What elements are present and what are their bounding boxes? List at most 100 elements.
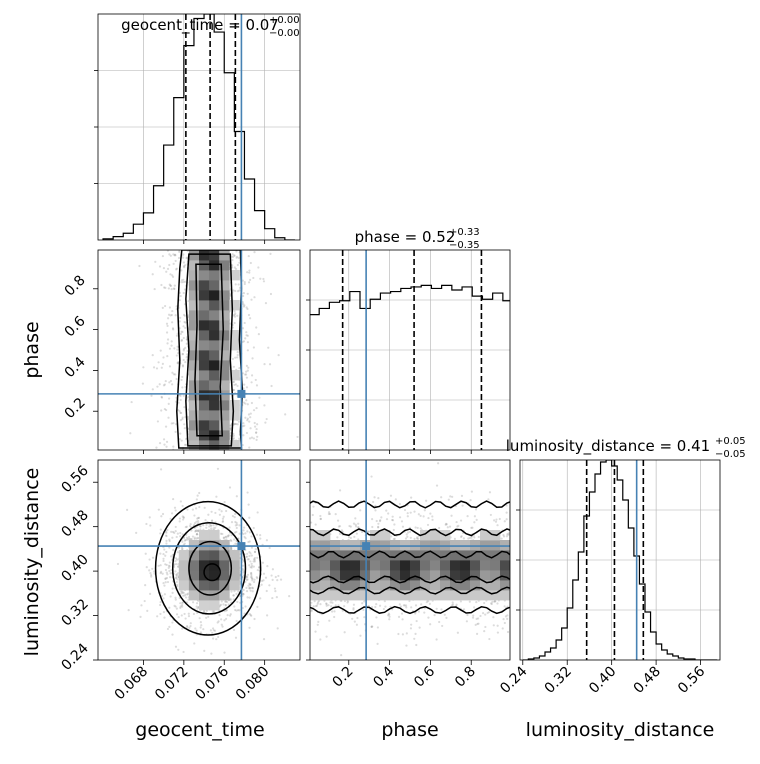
sample-point (489, 513, 492, 517)
sample-point (413, 637, 416, 640)
sample-point (249, 427, 252, 430)
sample-point (414, 612, 417, 615)
sample-point (247, 281, 251, 284)
sample-point (195, 629, 198, 632)
sample-point (177, 352, 180, 355)
density-cell (330, 580, 341, 591)
sample-point (182, 336, 185, 340)
sample-point (250, 564, 254, 567)
sample-point (455, 520, 458, 524)
sample-point (229, 424, 232, 427)
sample-point (173, 563, 176, 566)
sample-point (166, 573, 169, 576)
sample-point (167, 402, 170, 405)
contour-lum-phase-bottom-1 (310, 586, 510, 595)
sample-point (367, 530, 370, 533)
sample-point (236, 314, 239, 317)
sample-point (494, 600, 497, 603)
density-cell (500, 570, 510, 581)
sample-point (245, 578, 248, 581)
ytick-label-phase-1: 0.4 (62, 354, 89, 381)
sample-point (182, 261, 185, 264)
sample-point (316, 623, 319, 626)
sample-point (181, 533, 184, 536)
sample-point (174, 645, 178, 648)
sample-point (165, 531, 168, 534)
sample-point (173, 253, 177, 256)
sample-point (429, 512, 432, 515)
xtick-label-luminosity_distance-1: 0.32 (542, 664, 575, 697)
xtick-label-luminosity_distance-3: 0.48 (631, 664, 664, 697)
sample-point (477, 622, 480, 625)
density-cell (209, 270, 220, 281)
sample-point (264, 302, 268, 305)
sample-point (179, 500, 182, 503)
sample-point (173, 254, 176, 257)
sample-point (197, 529, 200, 532)
sample-point (116, 562, 120, 566)
sample-point (166, 338, 170, 341)
sample-point (183, 266, 186, 269)
sample-point (346, 600, 350, 603)
sample-point (250, 577, 254, 580)
sample-point (160, 396, 164, 399)
sample-point (246, 334, 249, 337)
density-cell (199, 340, 210, 351)
sample-point (248, 626, 251, 629)
sample-point (248, 278, 252, 281)
density-cell (480, 530, 491, 541)
sample-point (314, 630, 317, 633)
sample-point (259, 277, 262, 280)
sample-point (248, 446, 251, 449)
sample-point (244, 416, 247, 419)
sample-point (386, 614, 390, 617)
sample-point (238, 437, 241, 440)
sample-point (197, 516, 200, 520)
title-phase-sub: −0.35 (449, 240, 480, 251)
sample-point (444, 523, 447, 526)
sample-point (182, 516, 185, 519)
sample-point (252, 346, 255, 349)
sample-point (247, 558, 250, 561)
truth-lum-geocent (98, 460, 300, 660)
sample-point (197, 520, 200, 523)
sample-point (185, 356, 188, 359)
sample-point (177, 648, 180, 651)
sample-point (174, 430, 177, 433)
sample-point (328, 512, 332, 516)
density-cell (490, 590, 501, 601)
sample-point (185, 443, 188, 447)
sample-point (195, 498, 198, 501)
sample-point (252, 565, 255, 568)
sample-point (224, 536, 227, 539)
sample-point (250, 562, 253, 565)
sample-point (242, 422, 245, 425)
sample-point (403, 508, 407, 512)
sample-point (129, 432, 132, 435)
sample-point (246, 307, 249, 311)
sample-point (166, 528, 169, 532)
sample-point (164, 581, 167, 584)
sample-point (435, 607, 438, 610)
sample-point (167, 564, 171, 567)
sample-point (223, 619, 226, 622)
density-cell (199, 360, 210, 371)
sample-point (182, 516, 185, 519)
sample-point (253, 251, 256, 254)
sample-point (250, 573, 253, 576)
sample-point (193, 536, 196, 539)
sample-point (189, 538, 192, 541)
density-cell (330, 560, 341, 571)
sample-point (385, 509, 388, 512)
sample-point (496, 631, 500, 634)
sample-point (222, 536, 225, 540)
density-cell (219, 330, 230, 341)
density-cell (350, 550, 361, 561)
sample-point (410, 496, 413, 499)
hist-step-phase (310, 284, 510, 316)
density-cell (470, 570, 481, 581)
density-cell (219, 320, 230, 331)
sample-point (171, 275, 175, 278)
sample-point (212, 609, 216, 613)
density-cell (390, 540, 401, 551)
